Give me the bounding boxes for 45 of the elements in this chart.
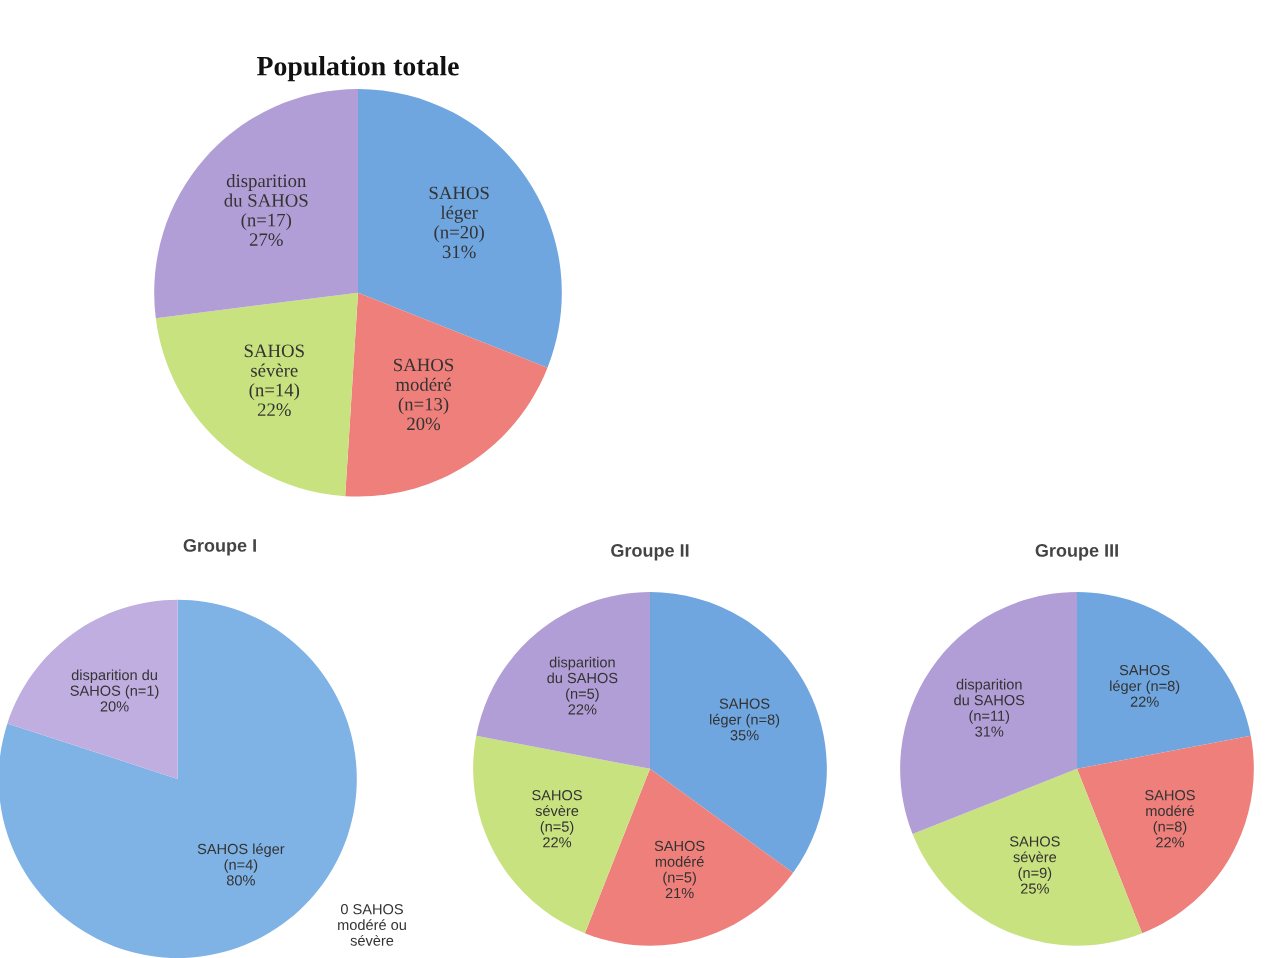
slice-label: disparition du SAHOS (n=1) [70,669,159,699]
slice-label: disparition du SAHOS (n=17) [224,173,308,231]
slice-label: SAHOS sévère (n=9) [1009,836,1060,881]
slice-label: disparition du SAHOS (n=5) [547,656,618,702]
data-label: 27% [249,233,283,247]
slice-label: SAHOS léger (n=8) [710,698,780,728]
data-label: 31% [442,245,476,259]
pie-slice [912,768,1143,946]
data-label: 25% [1021,883,1049,894]
data-label: 20% [407,417,441,431]
data-label: 20% [100,701,129,712]
pie-slice [900,592,1077,834]
data-label: 35% [730,730,759,741]
pie-slice [1077,592,1251,769]
slice-label: SAHOS léger (n=8) [1110,664,1180,695]
pie-slice [476,592,650,769]
slice-label: disparition du SAHOS (n=11) [954,678,1025,724]
pie-slice [155,292,358,497]
chart-title: Population totale [257,56,459,82]
pie-slice [7,599,178,779]
data-label: 21% [665,887,694,899]
chart-title: Groupe I [183,539,256,556]
slice-label: SAHOS modéré (n=13) [394,358,454,415]
slice-label: SAHOS léger (n=4) [197,843,285,873]
slice-label: SAHOS léger (n=20) [429,186,489,243]
slice-label: SAHOS sévère (n=5) [532,790,582,835]
data-label: 22% [568,704,597,715]
data-label: 22% [543,837,572,848]
pie-slice [584,768,794,946]
pie-slice [345,292,548,497]
data-label: 22% [1156,837,1185,848]
text: 0 SAHOS modéré ou sévère [338,904,406,946]
pie-slice [154,88,358,319]
pie-slice [1077,735,1254,934]
chart-title: Groupe III [1035,544,1118,561]
data-label: 22% [257,403,291,417]
slice-label: SAHOS sévère (n=14) [244,344,304,401]
data-label: 31% [975,726,1004,737]
slice-label: SAHOS modéré (n=8) [1145,790,1195,835]
data-label: 80% [226,875,255,886]
data-label: 22% [1130,696,1159,707]
pie-slice [473,735,650,934]
chart-title: Groupe II [611,544,689,561]
slice-label: SAHOS modéré (n=5) [654,840,705,886]
pie-slice [650,592,827,873]
